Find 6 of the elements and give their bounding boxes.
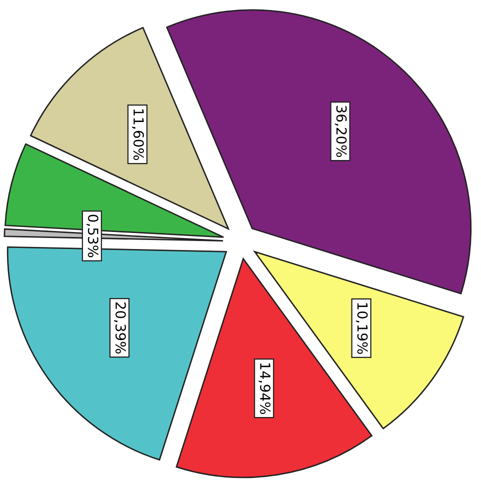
data-label: 20,39% — [114, 302, 126, 354]
data-label: 36,20% — [334, 106, 347, 158]
data-label: 11,60% — [132, 109, 144, 160]
data-label: 0,53% — [86, 214, 98, 258]
data-label: 14,94% — [258, 363, 270, 414]
data-label: 10,19% — [356, 303, 368, 354]
